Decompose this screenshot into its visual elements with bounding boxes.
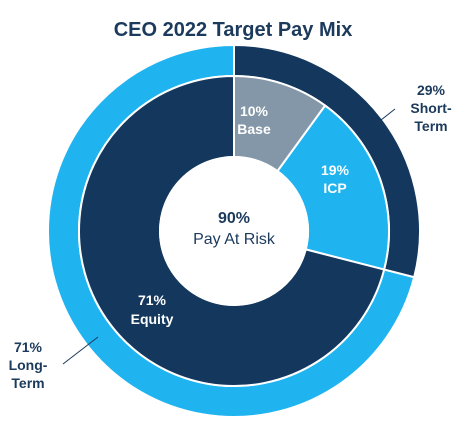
center-value: 90% [218, 210, 250, 227]
outer-label-long-term-line1: Long- [9, 357, 48, 373]
outer-label-long-term-pct: 71% [14, 339, 43, 355]
outer-label-short-term-line2: Term [414, 118, 447, 134]
short-term-leader-line [366, 108, 396, 132]
outer-label-long-term-line2: Term [11, 375, 44, 391]
long-term-leader-line [62, 336, 99, 365]
inner-label-equity-name: Equity [131, 311, 174, 327]
inner-label-equity-pct: 71% [138, 292, 167, 308]
center-label: Pay At Risk [193, 231, 276, 248]
inner-label-base-pct: 10% [240, 103, 269, 119]
inner-label-base-name: Base [237, 121, 271, 137]
center-hole [159, 156, 309, 306]
inner-label-icp-name: ICP [323, 180, 346, 196]
inner-label-icp-pct: 19% [321, 162, 350, 178]
inner-ring [78, 74, 390, 387]
outer-label-short-term-pct: 29% [417, 82, 446, 98]
outer-label-short-term-line1: Short- [410, 100, 452, 116]
chart-title: CEO 2022 Target Pay Mix [114, 19, 353, 41]
